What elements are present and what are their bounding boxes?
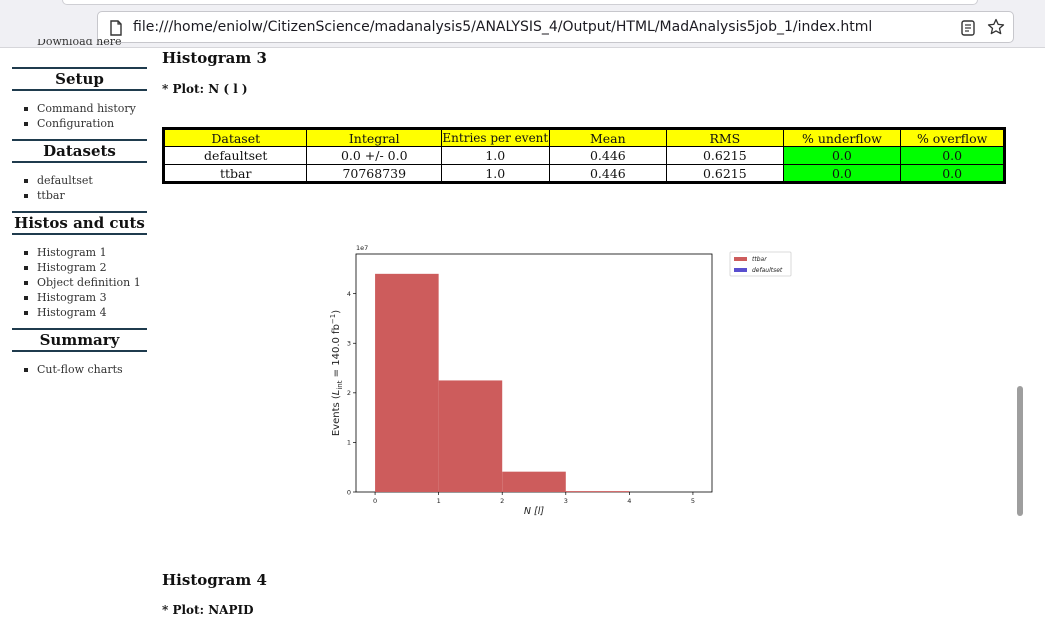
x-tick-label: 4 — [627, 497, 631, 505]
histogram-3-plot-label: * Plot: N ( l ) — [162, 82, 248, 96]
histogram-bar-ttbar-2 — [502, 471, 566, 492]
browser-tab-edge[interactable] — [62, 0, 978, 5]
statistics-table: Dataset Integral Entries per event Mean … — [162, 127, 1006, 184]
histogram-4-plot-label: * Plot: NAPID — [162, 603, 254, 617]
legend-label-ttbar: ttbar — [752, 256, 767, 263]
sidebar-heading-setup: Setup — [12, 67, 147, 91]
table-cell: 0.446 — [548, 164, 668, 183]
col-rms: RMS — [666, 128, 784, 147]
y-tick-label: 0 — [347, 488, 351, 496]
table-cell: 0.6215 — [666, 146, 784, 165]
legend-swatch-ttbar — [734, 257, 747, 261]
col-mean: Mean — [548, 128, 668, 147]
sidebar-heading-datasets: Datasets — [12, 139, 147, 163]
y-scale-label: 1e7 — [356, 244, 368, 252]
col-entries-per-event: Entries per event — [441, 128, 550, 147]
setup-list: Command history Configuration — [24, 101, 147, 131]
sidebar-item-object-definition-1[interactable]: Object definition 1 — [24, 275, 147, 290]
bookmark-star-icon[interactable] — [987, 18, 1005, 36]
sidebar-item-histogram-3[interactable]: Histogram 3 — [24, 290, 147, 305]
browser-toolbar: file:///home/eniolw/CitizenScience/madan… — [0, 0, 1045, 48]
table-cell: 0.0 +/- 0.0 — [306, 146, 443, 165]
sidebar-item-command-history[interactable]: Command history — [24, 101, 147, 116]
x-axis-label: N [l] — [524, 506, 544, 517]
y-tick-label: 4 — [347, 290, 351, 298]
y-axis-label: Events (Lint = 140.0 fb−1) — [329, 310, 344, 436]
y-tick-label: 1 — [347, 439, 351, 447]
sidebar-item-histogram-2[interactable]: Histogram 2 — [24, 260, 147, 275]
histogram-3-title: Histogram 3 — [162, 49, 267, 67]
table-cell: defaultset — [162, 146, 308, 165]
x-tick-label: 1 — [437, 497, 441, 505]
table-cell: 0.0 — [782, 164, 902, 183]
page-icon — [110, 20, 122, 36]
url-text[interactable]: file:///home/eniolw/CitizenScience/madan… — [133, 19, 873, 35]
col-dataset: Dataset — [162, 128, 308, 147]
x-tick-label: 2 — [500, 497, 504, 505]
histogram-bar-ttbar-3 — [565, 491, 630, 493]
sidebar-item-histogram-1[interactable]: Histogram 1 — [24, 245, 147, 260]
table-header-row: Dataset Integral Entries per event Mean … — [162, 128, 1005, 147]
histogram-3-chart: 0 1 2 3 4 5 0 1 2 3 4 1e7 N [l] Events (Lint = 14… — [329, 244, 792, 517]
table-cell: 0.0 — [900, 164, 1005, 183]
datasets-list: defaultset ttbar — [24, 173, 147, 203]
table-cell: 0.0 — [900, 146, 1005, 165]
sidebar-heading-summary: Summary — [12, 328, 147, 352]
col-overflow: % overflow — [900, 128, 1005, 147]
legend-label-defaultset: defaultset — [752, 267, 783, 274]
sidebar-partial-item[interactable]: Download here — [37, 39, 122, 47]
reader-view-icon[interactable] — [961, 20, 975, 36]
histogram-4-title: Histogram 4 — [162, 571, 267, 589]
address-bar[interactable]: file:///home/eniolw/CitizenScience/madan… — [97, 11, 1014, 43]
x-tick-label: 0 — [373, 497, 377, 505]
y-tick-label: 2 — [347, 389, 351, 397]
y-tick-label: 3 — [347, 340, 351, 348]
scrollbar-thumb[interactable] — [1017, 386, 1023, 516]
table-cell: 1.0 — [441, 164, 550, 183]
table-row: ttbar 70768739 1.0 0.446 0.6215 0.0 0.0 — [162, 164, 1005, 183]
sidebar-item-histogram-4[interactable]: Histogram 4 — [24, 305, 147, 320]
table-cell: 1.0 — [441, 146, 550, 165]
table-cell: 70768739 — [306, 164, 443, 183]
col-integral: Integral — [306, 128, 443, 147]
scrollbar-track[interactable] — [1014, 48, 1024, 634]
sidebar-item-configuration[interactable]: Configuration — [24, 116, 147, 131]
legend-swatch-defaultset — [734, 268, 747, 272]
x-tick-label: 5 — [691, 497, 695, 505]
table-cell: 0.6215 — [666, 164, 784, 183]
sidebar-item-defaultset[interactable]: defaultset — [24, 173, 147, 188]
sidebar-heading-histos: Histos and cuts — [12, 211, 147, 235]
table-cell: 0.0 — [782, 146, 902, 165]
sidebar: Download here Setup Command history Conf… — [12, 39, 147, 385]
table-cell: 0.446 — [548, 146, 668, 165]
x-tick-label: 3 — [564, 497, 568, 505]
legend: ttbar defaultset — [729, 251, 792, 277]
histos-list: Histogram 1 Histogram 2 Object definitio… — [24, 245, 147, 320]
summary-list: Cut-flow charts — [24, 362, 147, 377]
col-underflow: % underflow — [782, 128, 902, 147]
histogram-bar-ttbar-1 — [438, 380, 503, 492]
histogram-bar-ttbar-0 — [375, 273, 439, 492]
sidebar-item-cut-flow-charts[interactable]: Cut-flow charts — [24, 362, 147, 377]
table-row: defaultset 0.0 +/- 0.0 1.0 0.446 0.6215 … — [162, 146, 1005, 165]
sidebar-item-ttbar[interactable]: ttbar — [24, 188, 147, 203]
table-cell: ttbar — [162, 164, 308, 183]
